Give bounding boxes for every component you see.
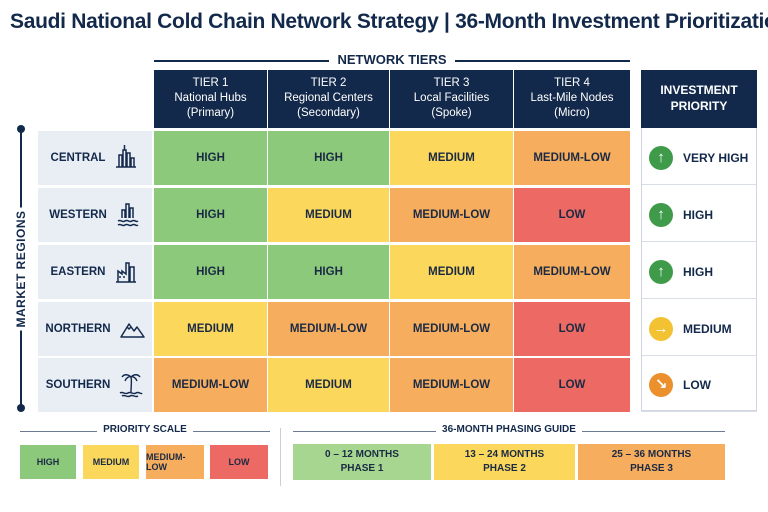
scale-item-high: HIGH bbox=[20, 445, 76, 479]
phase-months: 25 – 36 MONTHS bbox=[611, 449, 692, 460]
tier-header-2: TIER 2 Regional Centers (Secondary) bbox=[268, 70, 389, 128]
priority-cell: MEDIUM-LOW bbox=[390, 302, 513, 356]
priority-cell: HIGH bbox=[154, 188, 267, 242]
priority-cell: MEDIUM-LOW bbox=[390, 188, 513, 242]
legend-divider bbox=[280, 428, 281, 486]
phase-label: PHASE 1 bbox=[340, 463, 384, 474]
scale-item-low: LOW bbox=[210, 445, 268, 479]
tier-tier: TIER 2 bbox=[310, 77, 347, 89]
investment-priority-column bbox=[641, 128, 757, 411]
tier-type: (Micro) bbox=[554, 107, 590, 119]
region-name: EASTERN bbox=[50, 266, 106, 278]
tier-tier: TIER 4 bbox=[554, 77, 590, 89]
phase-1: 0 – 12 MONTHS PHASE 1 bbox=[293, 444, 431, 480]
investment-priority-value: LOW bbox=[683, 377, 711, 392]
region-western: WESTERN bbox=[38, 188, 152, 242]
region-eastern: EASTERN bbox=[38, 245, 152, 299]
priority-cell: MEDIUM-LOW bbox=[514, 131, 630, 185]
priority-cell: LOW bbox=[514, 302, 630, 356]
priority-cell: MEDIUM bbox=[390, 131, 513, 185]
arrow-up-icon: ↑ bbox=[649, 259, 673, 284]
network-tiers-label: NETWORK TIERS bbox=[329, 52, 455, 67]
priority-cell: MEDIUM bbox=[268, 358, 389, 412]
priority-cell: HIGH bbox=[268, 131, 389, 185]
investment-priority-row: ↑ HIGH bbox=[641, 188, 757, 242]
region-name: SOUTHERN bbox=[45, 379, 111, 391]
investment-priority-value: HIGH bbox=[683, 207, 713, 222]
axis-end-dot bbox=[17, 125, 25, 133]
axis-end-dot bbox=[17, 404, 25, 412]
priority-cell: LOW bbox=[514, 188, 630, 242]
phase-label: PHASE 3 bbox=[630, 463, 673, 474]
tier-header-3: TIER 3 Local Facilities (Spoke) bbox=[390, 70, 513, 128]
priority-cell: HIGH bbox=[154, 245, 267, 299]
arrow-right-icon: → bbox=[649, 316, 673, 341]
coastal-city-icon bbox=[115, 198, 141, 233]
tier-tier: TIER 1 bbox=[192, 77, 229, 89]
priority-cell: HIGH bbox=[268, 245, 389, 299]
priority-scale-title: PRIORITY SCALE bbox=[20, 424, 270, 438]
market-regions-label: MARKET REGIONS bbox=[10, 207, 32, 331]
phase-2: 13 – 24 MONTHS PHASE 2 bbox=[434, 444, 575, 480]
priority-cell: MEDIUM bbox=[268, 188, 389, 242]
investment-priority-row: ↑ VERY HIGH bbox=[641, 131, 757, 185]
phasing-guide-title: 36-MONTH PHASING GUIDE bbox=[293, 424, 725, 438]
tier-name: Last-Mile Nodes bbox=[530, 92, 614, 104]
priority-cell: MEDIUM-LOW bbox=[514, 245, 630, 299]
region-northern: NORTHERN bbox=[38, 302, 152, 356]
tier-type: (Primary) bbox=[186, 107, 235, 119]
phase-3: 25 – 36 MONTHS PHASE 3 bbox=[578, 444, 725, 480]
tier-name: National Hubs bbox=[174, 92, 247, 104]
arrow-down-right-icon: ↘ bbox=[649, 372, 673, 397]
investment-priority-row: ↘ LOW bbox=[641, 358, 757, 412]
scale-item-medium: MEDIUM bbox=[83, 445, 139, 479]
city-skyline-icon bbox=[113, 141, 139, 176]
priority-cell: MEDIUM bbox=[390, 245, 513, 299]
region-name: CENTRAL bbox=[50, 152, 106, 164]
region-name: NORTHERN bbox=[45, 323, 111, 335]
arrow-up-icon: ↑ bbox=[649, 145, 673, 170]
mountains-icon bbox=[119, 312, 145, 347]
investment-priority-value: MEDIUM bbox=[683, 321, 732, 336]
priority-cell: HIGH bbox=[154, 131, 267, 185]
priority-cell: MEDIUM bbox=[154, 302, 267, 356]
investment-priority-row: ↑ HIGH bbox=[641, 245, 757, 299]
tier-name: Local Facilities bbox=[413, 92, 490, 104]
investment-priority-value: VERY HIGH bbox=[683, 150, 749, 165]
tier-tier: TIER 3 bbox=[433, 77, 470, 89]
tier-type: (Secondary) bbox=[297, 107, 360, 119]
investment-priority-value: HIGH bbox=[683, 264, 713, 279]
region-central: CENTRAL bbox=[38, 131, 152, 185]
priority-cell: MEDIUM-LOW bbox=[268, 302, 389, 356]
region-name: WESTERN bbox=[49, 209, 107, 221]
priority-cell: MEDIUM-LOW bbox=[154, 358, 267, 412]
arrow-up-icon: ↑ bbox=[649, 202, 673, 227]
investment-priority-header: INVESTMENT PRIORITY bbox=[641, 70, 757, 128]
tier-name: Regional Centers bbox=[284, 92, 373, 104]
network-tiers-banner: NETWORK TIERS bbox=[154, 52, 630, 68]
palm-tree-icon bbox=[118, 368, 144, 403]
phase-label: PHASE 2 bbox=[483, 463, 526, 474]
page-title: Saudi National Cold Chain Network Strate… bbox=[10, 10, 768, 33]
region-southern: SOUTHERN bbox=[38, 358, 152, 412]
tier-header-1: TIER 1 National Hubs (Primary) bbox=[154, 70, 267, 128]
tier-header-4: TIER 4 Last-Mile Nodes (Micro) bbox=[514, 70, 630, 128]
priority-cell: MEDIUM-LOW bbox=[390, 358, 513, 412]
investment-priority-row: → MEDIUM bbox=[641, 302, 757, 356]
priority-cell: LOW bbox=[514, 358, 630, 412]
scale-item-medium-low: MEDIUM-LOW bbox=[146, 445, 204, 479]
industrial-city-icon bbox=[113, 255, 139, 290]
phase-months: 0 – 12 MONTHS bbox=[325, 449, 399, 460]
tier-type: (Spoke) bbox=[431, 107, 472, 119]
phase-months: 13 – 24 MONTHS bbox=[464, 449, 545, 460]
